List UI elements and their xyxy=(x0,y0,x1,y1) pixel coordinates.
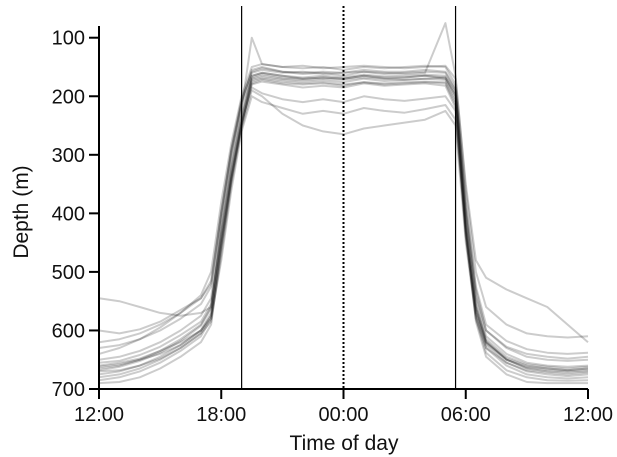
y-tick-label-600: 600 xyxy=(52,320,85,342)
series-line-3 xyxy=(98,80,589,380)
series-line-1 xyxy=(98,71,589,374)
x-tick-label-4: 06:00 xyxy=(441,404,491,426)
x-tick-label-3: 00:00 xyxy=(318,404,368,426)
series-line-15 xyxy=(98,78,589,382)
x-axis-title: Time of day xyxy=(290,432,399,455)
series-lines xyxy=(98,22,589,385)
y-axis-title: Depth (m) xyxy=(10,165,33,258)
x-tick-label-2: 18:00 xyxy=(196,404,246,426)
series-line-10 xyxy=(98,74,589,370)
series-line-4 xyxy=(98,63,589,362)
series-line-14 xyxy=(98,86,589,372)
series-line-9 xyxy=(98,77,588,385)
y-tick-label-200: 200 xyxy=(52,86,85,108)
series-line-11 xyxy=(98,76,589,378)
x-tick-label-5: 12:00 xyxy=(563,404,613,426)
series-line-12 xyxy=(98,71,589,360)
x-tick-label-1: 12:00 xyxy=(74,404,124,426)
series-line-7 xyxy=(98,36,589,343)
y-tick-label-700: 700 xyxy=(52,379,85,401)
y-tick-label-500: 500 xyxy=(52,262,85,284)
y-ticks: 100 200 300 400 500 600 700 xyxy=(52,28,99,401)
series-line-13 xyxy=(98,73,589,373)
x-ticks: 12:00 18:00 00:00 06:00 12:00 xyxy=(74,389,613,426)
series-line-8 xyxy=(98,22,589,339)
y-tick-label-400: 400 xyxy=(52,203,85,225)
reference-lines xyxy=(241,6,457,389)
y-tick-label-300: 300 xyxy=(52,145,85,167)
series-line-16 xyxy=(98,67,589,355)
series-line-6 xyxy=(98,89,589,376)
series-line-5 xyxy=(98,95,589,372)
series-line-2 xyxy=(98,66,589,368)
y-tick-label-100: 100 xyxy=(52,28,85,50)
